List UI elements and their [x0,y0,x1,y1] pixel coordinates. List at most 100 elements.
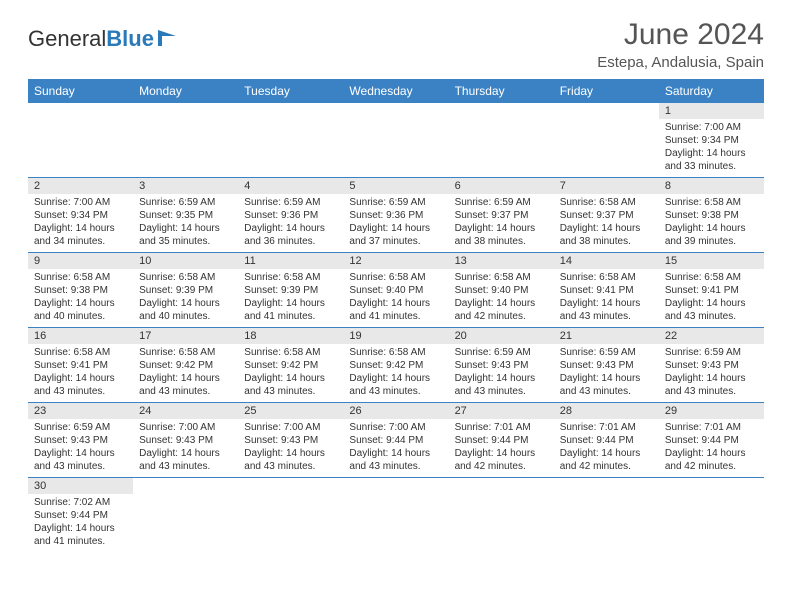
daylight-text: and 43 minutes. [34,460,127,473]
sunrise-text: Sunrise: 6:58 AM [139,346,232,359]
daylight-text: Daylight: 14 hours [455,222,548,235]
calendar-cell [343,478,448,553]
day-number: 8 [659,178,764,194]
sunset-text: Sunset: 9:43 PM [560,359,653,372]
daylight-text: Daylight: 14 hours [560,372,653,385]
day-body: Sunrise: 7:00 AMSunset: 9:43 PMDaylight:… [238,419,343,477]
day-body: Sunrise: 6:58 AMSunset: 9:42 PMDaylight:… [133,344,238,402]
daylight-text: Daylight: 14 hours [455,447,548,460]
calendar-cell [238,103,343,178]
calendar-cell: 29Sunrise: 7:01 AMSunset: 9:44 PMDayligh… [659,403,764,478]
sunset-text: Sunset: 9:38 PM [34,284,127,297]
sunset-text: Sunset: 9:44 PM [560,434,653,447]
sunrise-text: Sunrise: 7:01 AM [665,421,758,434]
day-number: 27 [449,403,554,419]
day-body: Sunrise: 6:59 AMSunset: 9:36 PMDaylight:… [343,194,448,252]
day-number: 28 [554,403,659,419]
header: GeneralBlue June 2024 Estepa, Andalusia,… [28,18,764,71]
sunrise-text: Sunrise: 7:00 AM [244,421,337,434]
sunrise-text: Sunrise: 6:59 AM [34,421,127,434]
daylight-text: Daylight: 14 hours [560,447,653,460]
calendar-cell: 11Sunrise: 6:58 AMSunset: 9:39 PMDayligh… [238,253,343,328]
day-number: 12 [343,253,448,269]
page-subtitle: Estepa, Andalusia, Spain [597,54,764,71]
daylight-text: and 40 minutes. [139,310,232,323]
day-number: 11 [238,253,343,269]
day-body: Sunrise: 6:58 AMSunset: 9:41 PMDaylight:… [554,269,659,327]
day-number: 26 [343,403,448,419]
daylight-text: Daylight: 14 hours [665,147,758,160]
day-number: 29 [659,403,764,419]
sunset-text: Sunset: 9:41 PM [665,284,758,297]
sunset-text: Sunset: 9:40 PM [455,284,548,297]
daylight-text: Daylight: 14 hours [139,372,232,385]
sunrise-text: Sunrise: 7:00 AM [665,121,758,134]
daylight-text: Daylight: 14 hours [665,297,758,310]
daylight-text: and 43 minutes. [244,460,337,473]
sunrise-text: Sunrise: 6:58 AM [244,346,337,359]
page-title: June 2024 [597,18,764,52]
calendar-cell [449,103,554,178]
calendar-cell: 13Sunrise: 6:58 AMSunset: 9:40 PMDayligh… [449,253,554,328]
day-number: 9 [28,253,133,269]
day-body: Sunrise: 6:58 AMSunset: 9:40 PMDaylight:… [449,269,554,327]
daylight-text: and 43 minutes. [349,460,442,473]
calendar-row: 2Sunrise: 7:00 AMSunset: 9:34 PMDaylight… [28,178,764,253]
daylight-text: Daylight: 14 hours [349,222,442,235]
calendar-row: 16Sunrise: 6:58 AMSunset: 9:41 PMDayligh… [28,328,764,403]
calendar-cell [554,103,659,178]
day-number: 10 [133,253,238,269]
sunrise-text: Sunrise: 6:59 AM [349,196,442,209]
calendar-body: 1Sunrise: 7:00 AMSunset: 9:34 PMDaylight… [28,103,764,552]
day-body: Sunrise: 7:01 AMSunset: 9:44 PMDaylight:… [449,419,554,477]
calendar-cell [554,478,659,553]
day-body: Sunrise: 7:02 AMSunset: 9:44 PMDaylight:… [28,494,133,552]
daylight-text: and 38 minutes. [455,235,548,248]
day-number: 19 [343,328,448,344]
calendar-cell: 4Sunrise: 6:59 AMSunset: 9:36 PMDaylight… [238,178,343,253]
sunrise-text: Sunrise: 6:59 AM [244,196,337,209]
calendar-row: 23Sunrise: 6:59 AMSunset: 9:43 PMDayligh… [28,403,764,478]
calendar-cell: 27Sunrise: 7:01 AMSunset: 9:44 PMDayligh… [449,403,554,478]
sunrise-text: Sunrise: 7:02 AM [34,496,127,509]
day-body: Sunrise: 7:00 AMSunset: 9:34 PMDaylight:… [28,194,133,252]
calendar-cell: 21Sunrise: 6:59 AMSunset: 9:43 PMDayligh… [554,328,659,403]
calendar-cell: 30Sunrise: 7:02 AMSunset: 9:44 PMDayligh… [28,478,133,553]
sunset-text: Sunset: 9:43 PM [244,434,337,447]
calendar-cell [28,103,133,178]
sunrise-text: Sunrise: 6:58 AM [560,196,653,209]
sunset-text: Sunset: 9:36 PM [349,209,442,222]
day-number: 3 [133,178,238,194]
calendar-cell: 25Sunrise: 7:00 AMSunset: 9:43 PMDayligh… [238,403,343,478]
daylight-text: Daylight: 14 hours [244,222,337,235]
daylight-text: and 34 minutes. [34,235,127,248]
calendar-cell [449,478,554,553]
day-body: Sunrise: 6:58 AMSunset: 9:41 PMDaylight:… [659,269,764,327]
weekday-header: Sunday [28,79,133,103]
day-body: Sunrise: 6:58 AMSunset: 9:37 PMDaylight:… [554,194,659,252]
sunrise-text: Sunrise: 6:58 AM [34,271,127,284]
sunset-text: Sunset: 9:41 PM [560,284,653,297]
calendar-row: 1Sunrise: 7:00 AMSunset: 9:34 PMDaylight… [28,103,764,178]
daylight-text: and 42 minutes. [455,310,548,323]
daylight-text: Daylight: 14 hours [349,297,442,310]
daylight-text: and 43 minutes. [455,385,548,398]
day-body: Sunrise: 6:59 AMSunset: 9:43 PMDaylight:… [449,344,554,402]
sunrise-text: Sunrise: 6:58 AM [665,271,758,284]
day-number: 18 [238,328,343,344]
sunrise-text: Sunrise: 6:59 AM [455,346,548,359]
daylight-text: and 36 minutes. [244,235,337,248]
day-body: Sunrise: 6:59 AMSunset: 9:43 PMDaylight:… [554,344,659,402]
daylight-text: Daylight: 14 hours [244,447,337,460]
weekday-header: Monday [133,79,238,103]
day-body: Sunrise: 7:01 AMSunset: 9:44 PMDaylight:… [659,419,764,477]
daylight-text: Daylight: 14 hours [560,297,653,310]
calendar-cell: 26Sunrise: 7:00 AMSunset: 9:44 PMDayligh… [343,403,448,478]
day-body: Sunrise: 6:58 AMSunset: 9:40 PMDaylight:… [343,269,448,327]
sunset-text: Sunset: 9:42 PM [244,359,337,372]
sunset-text: Sunset: 9:43 PM [455,359,548,372]
sunrise-text: Sunrise: 6:59 AM [665,346,758,359]
sunrise-text: Sunrise: 7:00 AM [139,421,232,434]
daylight-text: and 42 minutes. [560,460,653,473]
calendar-cell: 14Sunrise: 6:58 AMSunset: 9:41 PMDayligh… [554,253,659,328]
